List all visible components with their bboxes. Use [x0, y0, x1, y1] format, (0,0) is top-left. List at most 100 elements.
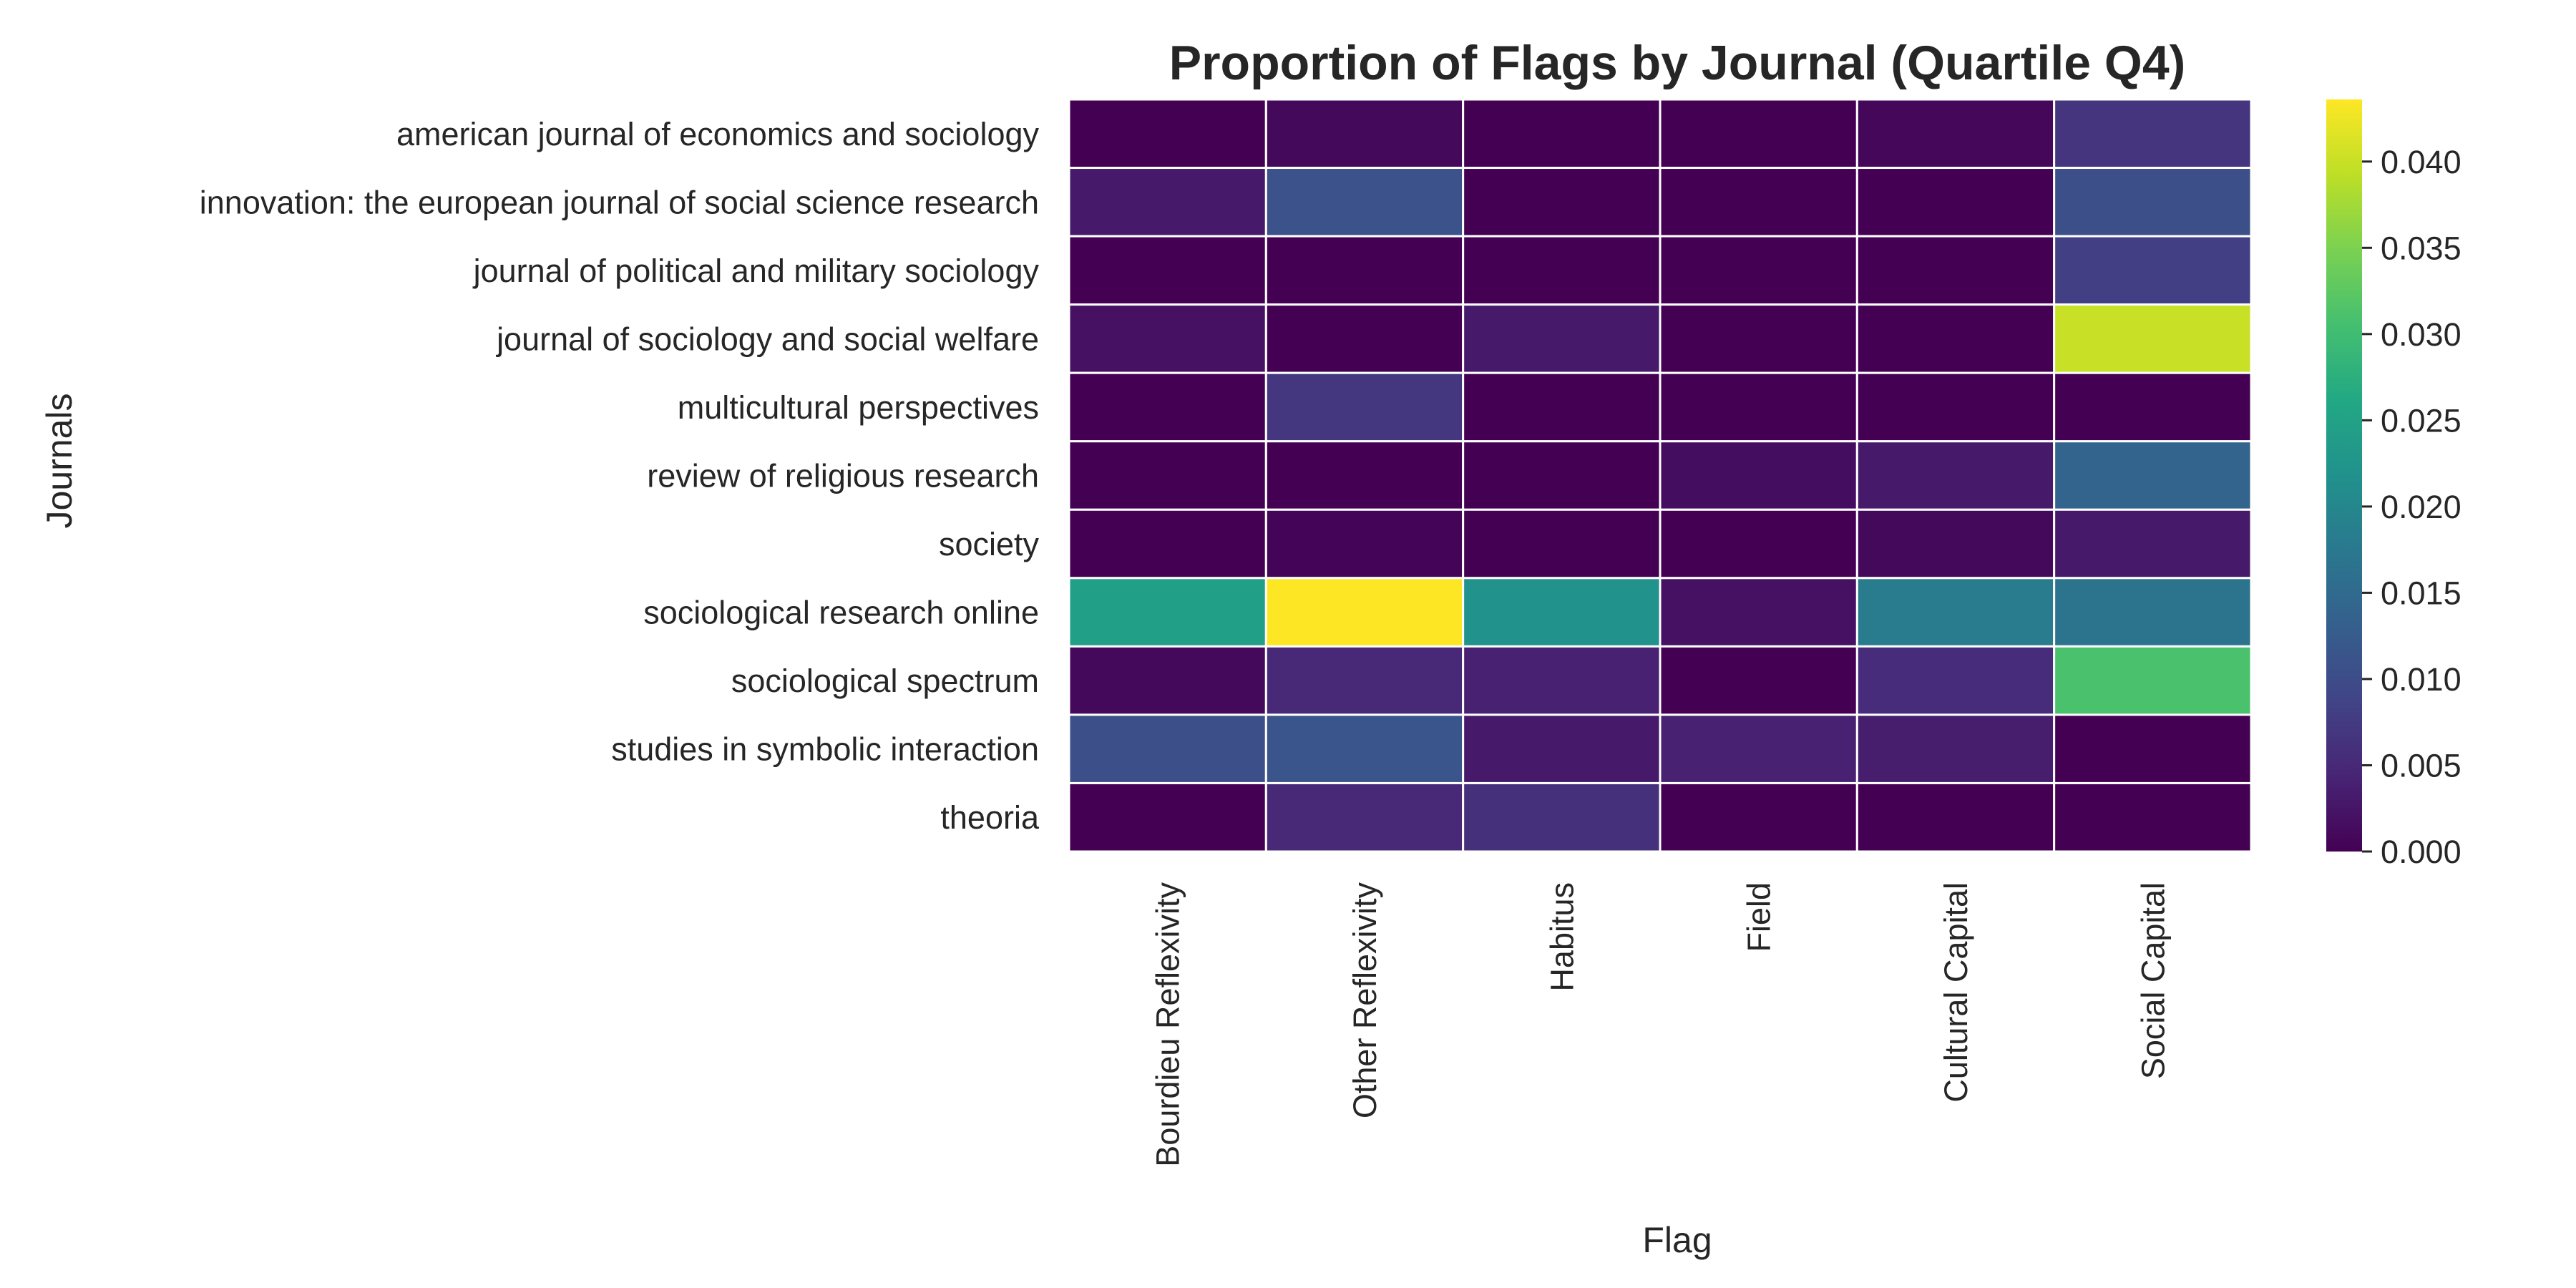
heatmap-cell	[1855, 167, 2056, 238]
heatmap-cell	[1068, 303, 1267, 374]
row-tick-label: multicultural perspectives	[678, 389, 1039, 426]
colorbar-ticks: 0.000 0.005 0.010 0.015 0.020 0.025 0.030 0.035…	[2362, 144, 2462, 870]
heatmap-cell	[1068, 645, 1267, 716]
row-tick-label: theoria	[940, 799, 1040, 836]
heatmap-cell	[1659, 303, 1858, 374]
column-tick-label: Bourdieu Reflexivity	[1150, 882, 1186, 1167]
heatmap-cell	[1659, 371, 1858, 443]
colorbar-tick-label: 0.015	[2381, 575, 2462, 611]
heatmap-cell	[1855, 440, 2056, 511]
heatmap-cell	[1462, 303, 1662, 374]
row-tick-label: american journal of economics and sociol…	[396, 116, 1039, 152]
colorbar-tick-label: 0.035	[2381, 230, 2462, 266]
heatmap-cell	[1462, 167, 1662, 238]
heatmap-cell	[1855, 303, 2056, 374]
heatmap-cell	[1264, 440, 1465, 511]
heatmap-cell	[1659, 440, 1858, 511]
heatmap-cell	[1264, 508, 1465, 580]
colorbar-tick-label: 0.000	[2381, 834, 2462, 870]
heatmap-cells	[1068, 98, 2253, 853]
heatmap-cell	[1264, 371, 1465, 443]
heatmap-cell	[1264, 98, 1465, 170]
heatmap-cell	[1462, 645, 1662, 716]
heatmap-cell	[1264, 167, 1465, 238]
heatmap-cell	[1855, 645, 2056, 716]
row-tick-label: journal of political and military sociol…	[472, 253, 1040, 289]
heatmap-cell	[1462, 440, 1662, 511]
heatmap-cell	[1264, 781, 1465, 853]
heatmap-cell	[1659, 98, 1858, 170]
row-tick-label: journal of sociology and social welfare	[495, 321, 1039, 357]
heatmap-cell	[1264, 577, 1465, 648]
heatmap-cell	[1068, 577, 1267, 648]
row-tick-label: sociological research online	[643, 595, 1039, 631]
heatmap-cell	[1855, 235, 2056, 306]
heatmap-cell	[1462, 781, 1662, 853]
heatmap-cell	[1855, 98, 2056, 170]
heatmap-cell	[1264, 713, 1465, 784]
heatmap-cell	[2053, 98, 2253, 170]
heatmap-cell	[1462, 713, 1662, 784]
heatmap-cell	[2053, 167, 2253, 238]
heatmap-cell	[1659, 167, 1858, 238]
heatmap-cell	[1659, 645, 1858, 716]
heatmap-cell	[1068, 440, 1267, 511]
heatmap-cell	[1659, 781, 1858, 853]
heatmap-cell	[1264, 303, 1465, 374]
heatmap-cell	[1855, 713, 2056, 784]
heatmap-cell	[1068, 371, 1267, 443]
heatmap-cell	[1264, 645, 1465, 716]
heatmap-cell	[2053, 713, 2253, 784]
column-tick-label: Field	[1741, 882, 1777, 952]
heatmap-cell	[1264, 235, 1465, 306]
colorbar-tick-label: 0.025	[2381, 402, 2462, 439]
x-axis-label: Flag	[1642, 1220, 1712, 1260]
heatmap-cell	[1462, 235, 1662, 306]
column-tick-label: Other Reflexivity	[1347, 882, 1383, 1119]
heatmap-cell	[1462, 98, 1662, 170]
heatmap-cell	[1659, 235, 1858, 306]
heatmap-cell	[2053, 645, 2253, 716]
row-tick-label: society	[939, 526, 1040, 562]
heatmap-cell	[1068, 167, 1267, 238]
row-tick-label: sociological spectrum	[731, 663, 1039, 699]
heatmap-cell	[1855, 781, 2056, 853]
heatmap-cell	[2053, 303, 2253, 374]
heatmap-cell	[1462, 508, 1662, 580]
colorbar-tick-label: 0.030	[2381, 316, 2462, 353]
heatmap-cell	[1855, 508, 2056, 580]
column-tick-label: Cultural Capital	[1938, 882, 1974, 1103]
row-tick-label: innovation: the european journal of soci…	[200, 184, 1039, 220]
chart-title: Proportion of Flags by Journal (Quartile…	[1169, 36, 2186, 90]
colorbar-tick-label: 0.005	[2381, 747, 2462, 784]
heatmap-cell	[1659, 713, 1858, 784]
colorbar-gradient	[2326, 99, 2362, 852]
heatmap-cell	[2053, 508, 2253, 580]
heatmap-cell	[1659, 508, 1858, 580]
heatmap-cell	[1462, 577, 1662, 648]
heatmap-cell	[2053, 781, 2253, 853]
heatmap-cell	[2053, 371, 2253, 443]
colorbar-tick-label: 0.010	[2381, 661, 2462, 698]
colorbar-tick-label: 0.040	[2381, 144, 2462, 180]
colorbar: 0.000 0.005 0.010 0.015 0.020 0.025 0.030 0.035…	[2326, 99, 2462, 870]
heatmap-cell	[1855, 371, 2056, 443]
row-tick-labels: american journal of economics and sociol…	[200, 116, 1040, 836]
column-tick-label: Habitus	[1543, 882, 1580, 992]
heatmap-cell	[1068, 98, 1267, 170]
y-axis-label: Journals	[39, 394, 79, 529]
heatmap-cell	[1855, 577, 2056, 648]
heatmap-cell	[1462, 371, 1662, 443]
heatmap-cell	[2053, 235, 2253, 306]
row-tick-label: review of religious research	[647, 458, 1039, 494]
heatmap-cell	[2053, 440, 2253, 511]
heatmap-cell	[1068, 713, 1267, 784]
column-tick-label: Social Capital	[2135, 882, 2171, 1079]
column-tick-labels: Bourdieu Reflexivity Other Reflexivity Hab…	[1150, 882, 2172, 1167]
heatmap-cell	[1659, 577, 1858, 648]
heatmap-cell	[2053, 577, 2253, 648]
row-tick-label: studies in symbolic interaction	[611, 731, 1039, 768]
heatmap-cell	[1068, 508, 1267, 580]
heatmap-cell	[1068, 235, 1267, 306]
